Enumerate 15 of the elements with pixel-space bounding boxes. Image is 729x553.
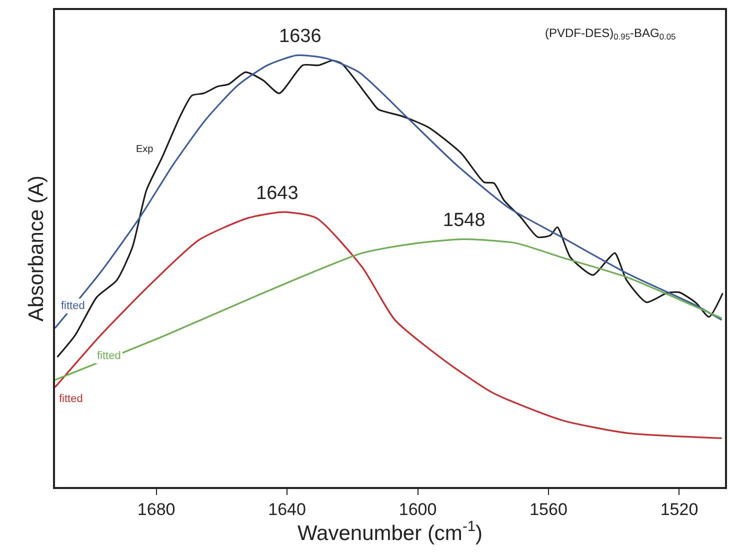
series-label: fitted bbox=[61, 300, 85, 312]
y-axis-title: Absorbance (A) bbox=[24, 176, 48, 322]
annotation: 1548 bbox=[443, 210, 486, 231]
series-label: Exp bbox=[136, 144, 154, 155]
series-label: fitted bbox=[59, 393, 83, 405]
x-axis-title: Wavenumber (cm$^{-1}$) bbox=[298, 519, 482, 545]
x-tick-label: 1520 bbox=[660, 500, 698, 520]
x-tick-label: 1680 bbox=[137, 500, 176, 520]
annotation: 1643 bbox=[256, 183, 298, 204]
x-tick-label: 1640 bbox=[268, 500, 306, 520]
series-label: fitted bbox=[97, 350, 121, 362]
x-tick-label: 1560 bbox=[530, 500, 568, 520]
x-tick-label: 1600 bbox=[398, 500, 437, 520]
annotation: 1636 bbox=[279, 26, 322, 47]
text: (PVDF-DES)$_{0.95}$-BAG$_{0.05}$ bbox=[545, 26, 676, 42]
